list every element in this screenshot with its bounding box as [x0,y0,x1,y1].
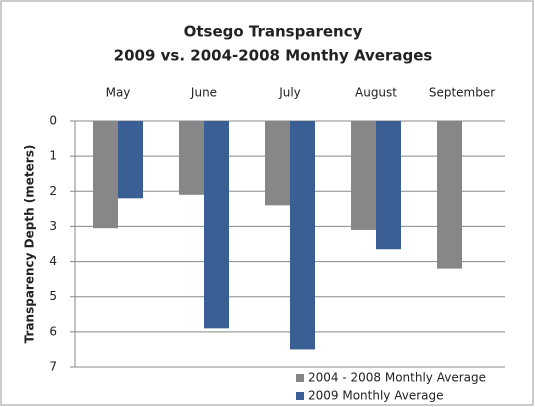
y-axis-label: Transparency Depth (meters) [23,145,37,344]
x-tick-label: May [106,86,131,100]
bar [376,121,401,250]
y-tick-label: 2 [49,184,57,198]
bar [179,121,204,195]
y-tick-label: 5 [49,289,57,303]
y-tick-label: 7 [49,360,57,374]
bar [118,121,143,199]
x-tick-label: August [355,86,397,100]
legend-swatch [296,374,304,382]
chart-subtitle: 2009 vs. 2004-2008 Monthy Averages [114,47,433,65]
y-tick-label: 3 [49,219,57,233]
legend-label: 2009 Monthly Average [308,389,444,403]
y-tick-label: 1 [49,149,57,163]
bar [204,121,229,329]
y-tick-label: 0 [49,114,57,128]
x-tick-label: September [429,86,495,100]
bar [351,121,376,230]
y-tick-label: 4 [49,254,57,268]
x-tick-label: July [278,86,301,100]
x-tick-label: June [190,86,217,100]
bar [290,121,315,350]
bar [265,121,290,206]
bar [437,121,462,269]
y-tick-label: 6 [49,324,57,338]
legend-swatch [296,392,304,400]
legend-label: 2004 - 2008 Monthly Average [308,371,486,385]
bar [93,121,118,229]
chart-title: Otsego Transparency [184,23,363,41]
